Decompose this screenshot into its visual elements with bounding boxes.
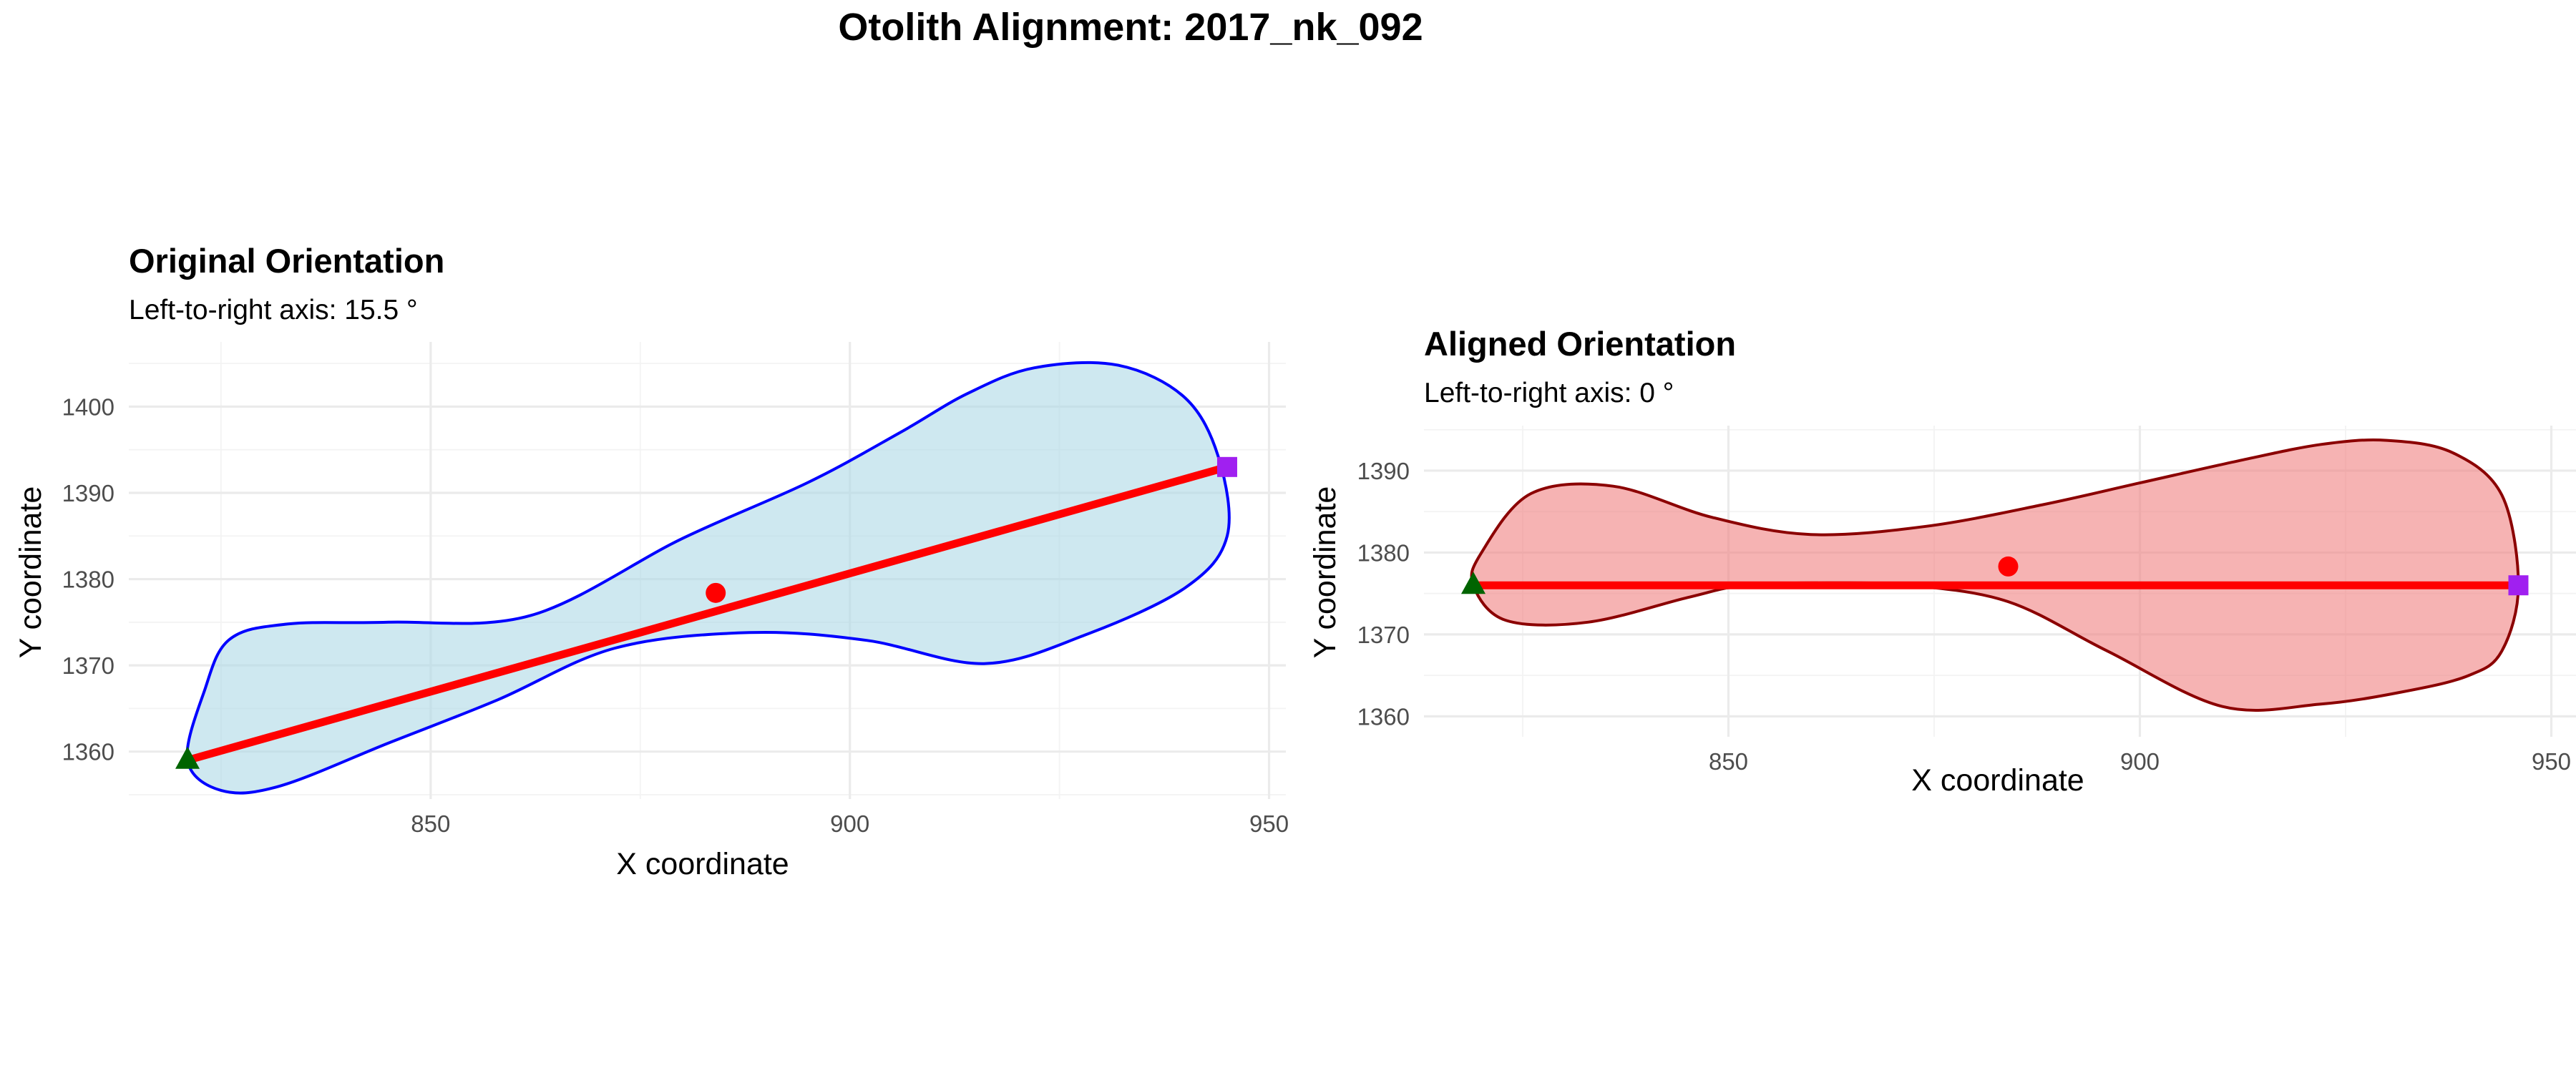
y-tick-label: 1390	[1357, 458, 1410, 484]
x-tick-label: 950	[2532, 748, 2571, 775]
x-tick-label: 850	[411, 810, 450, 837]
panel-original-y-axis-label: Y coordinate	[14, 486, 48, 659]
x-tick-label: 850	[1709, 748, 1748, 775]
original-left-landmark-triangle	[175, 746, 200, 769]
y-tick-label: 1380	[1357, 539, 1410, 566]
aligned-centroid-point	[1998, 556, 2019, 577]
panel-aligned-x-axis-label: X coordinate	[1911, 763, 2084, 798]
panel-original-tick-labels: 850 900 950 1360 1370 1380 1390 1400	[62, 393, 1289, 837]
x-tick-label: 950	[1249, 810, 1289, 837]
y-tick-label: 1370	[62, 652, 114, 679]
y-tick-label: 1390	[62, 480, 114, 506]
y-tick-label: 1400	[62, 393, 114, 420]
panel-original-title: Original Orientation	[129, 242, 444, 280]
original-centroid-point	[706, 582, 726, 603]
aligned-right-landmark-square	[2508, 575, 2529, 596]
panel-aligned-title: Aligned Orientation	[1424, 325, 1736, 363]
aligned-otolith-outline	[1470, 438, 2520, 712]
figure-title: Otolith Alignment: 2017_nk_092	[838, 6, 1423, 49]
original-left-right-axis-line	[186, 463, 1229, 765]
y-tick-label: 1360	[1357, 703, 1410, 730]
y-tick-label: 1360	[62, 739, 114, 765]
panel-original-subtitle: Left-to-right axis: 15.5 °	[129, 295, 418, 325]
panel-aligned: Aligned Orientation Left-to-right axis: …	[1308, 325, 2576, 798]
panel-aligned-y-axis-label: Y coordinate	[1308, 486, 1342, 659]
panel-original: Original Orientation Left-to-right axis:…	[14, 242, 1289, 881]
aligned-left-landmark-triangle	[1461, 572, 1485, 594]
x-tick-label: 900	[830, 810, 869, 837]
y-tick-label: 1380	[62, 567, 114, 593]
x-tick-label: 900	[2120, 748, 2160, 775]
original-otolith-outline	[185, 361, 1231, 795]
panel-original-x-axis-label: X coordinate	[616, 847, 789, 881]
panel-aligned-subtitle: Left-to-right axis: 0 °	[1424, 378, 1674, 408]
panel-aligned-tick-labels: 850 900 950 1360 1370 1380 1390	[1357, 458, 2571, 775]
original-right-landmark-square	[1216, 456, 1237, 477]
y-tick-label: 1370	[1357, 622, 1410, 648]
